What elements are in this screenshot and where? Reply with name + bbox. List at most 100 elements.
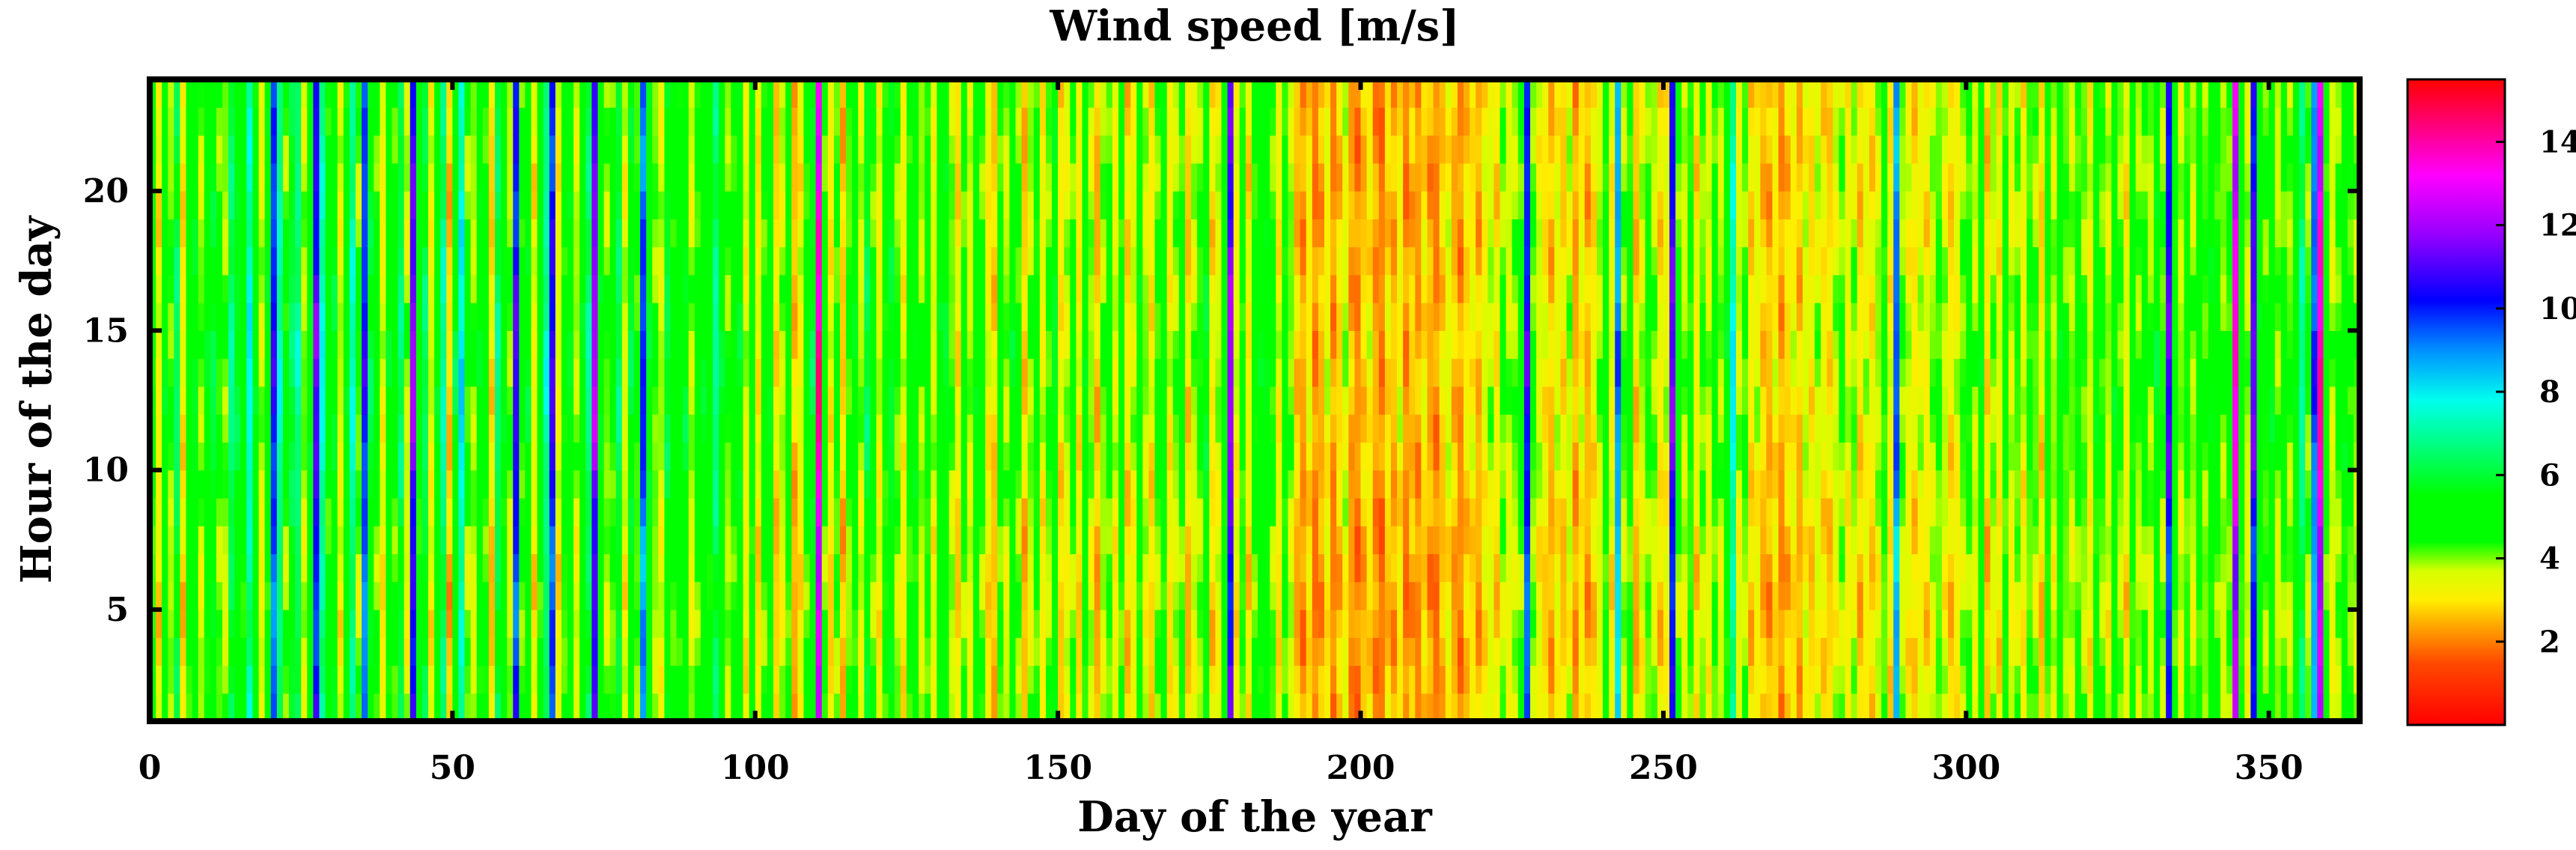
heatmap-cell: [1342, 219, 1349, 248]
heatmap-cell: [1009, 386, 1017, 415]
heatmap-cell: [258, 358, 266, 387]
heatmap-cell: [1251, 386, 1258, 415]
heatmap-cell: [1033, 274, 1041, 303]
heatmap-cell: [452, 442, 460, 471]
heatmap-cell: [1264, 442, 1270, 471]
heatmap-cell: [779, 163, 786, 192]
heatmap-cell: [864, 163, 871, 192]
heatmap-cell: [561, 637, 568, 667]
heatmap-cell: [919, 163, 925, 192]
heatmap-cell: [476, 414, 484, 443]
heatmap-cell: [737, 135, 744, 164]
heatmap-cell: [264, 191, 272, 219]
heatmap-cell: [1384, 497, 1392, 526]
heatmap-cell: [731, 274, 738, 303]
heatmap-cell: [1324, 303, 1331, 331]
heatmap-cell: [1045, 191, 1053, 219]
heatmap-cell: [488, 107, 496, 136]
heatmap-cell: [785, 581, 792, 610]
heatmap-cell: [1027, 637, 1035, 667]
heatmap-cell: [270, 526, 278, 555]
heatmap-cell: [1445, 330, 1452, 359]
heatmap-cell: [707, 581, 713, 610]
heatmap-cell: [386, 79, 393, 108]
heatmap-cell: [1227, 219, 1234, 248]
heatmap-cell: [943, 274, 950, 303]
heatmap-cell: [900, 79, 907, 108]
heatmap-cell: [1203, 386, 1210, 415]
heatmap-cell: [1451, 163, 1458, 192]
heatmap-cell: [700, 553, 707, 583]
heatmap-cell: [1203, 470, 1210, 499]
heatmap-cell: [276, 637, 284, 667]
heatmap-cell: [791, 470, 798, 499]
heatmap-cell: [295, 665, 302, 694]
heatmap-cell: [1166, 163, 1174, 192]
heatmap-cell: [428, 693, 435, 721]
heatmap-cell: [676, 470, 683, 499]
heatmap-cell: [664, 107, 672, 136]
heatmap-cell: [1112, 219, 1119, 248]
heatmap-cell: [270, 163, 278, 192]
heatmap-cell: [1027, 497, 1035, 526]
heatmap-cell: [464, 470, 472, 499]
heatmap-cell: [349, 581, 356, 610]
heatmap-cell: [925, 414, 931, 443]
heatmap-cell: [1045, 246, 1053, 276]
heatmap-cell: [567, 274, 574, 303]
heatmap-cell: [343, 581, 350, 610]
heatmap-cell: [670, 246, 678, 276]
heatmap-cell: [198, 553, 205, 583]
heatmap-cell: [1384, 358, 1392, 387]
heatmap-cell: [846, 497, 853, 526]
heatmap-cell: [1094, 107, 1101, 136]
heatmap-cell: [331, 442, 338, 471]
heatmap-cell: [833, 386, 841, 415]
heatmap-cell: [507, 553, 514, 583]
heatmap-cell: [882, 693, 889, 721]
heatmap-cell: [627, 246, 635, 276]
heatmap-cell: [1282, 303, 1289, 331]
heatmap-cell: [452, 246, 460, 276]
heatmap-cell: [1215, 414, 1222, 443]
heatmap-cell: [1378, 497, 1386, 526]
heatmap-cell: [621, 79, 629, 108]
heatmap-cell: [1251, 442, 1258, 471]
heatmap-cell: [374, 526, 380, 555]
heatmap-cell: [1178, 330, 1186, 359]
heatmap-cell: [1227, 107, 1234, 136]
heatmap-cell: [180, 442, 187, 471]
heatmap-cell: [1209, 553, 1217, 583]
heatmap-cell: [464, 219, 472, 248]
heatmap-cell: [1003, 246, 1011, 276]
heatmap-cell: [1312, 609, 1319, 638]
heatmap-cell: [398, 637, 405, 667]
heatmap-cell: [1403, 246, 1410, 276]
heatmap-cell: [162, 581, 168, 610]
heatmap-cell: [270, 79, 278, 108]
heatmap-cell: [1451, 526, 1458, 555]
heatmap-cell: [1348, 609, 1356, 638]
heatmap-cell: [1178, 609, 1186, 638]
heatmap-cell: [488, 303, 496, 331]
heatmap-cell: [1233, 609, 1240, 638]
heatmap-cell: [1070, 219, 1077, 248]
heatmap-cell: [815, 303, 823, 331]
heatmap-cell: [349, 79, 356, 108]
heatmap-cell: [591, 665, 599, 694]
heatmap-cell: [1015, 414, 1023, 443]
heatmap-cell: [676, 609, 683, 638]
heatmap-cell: [1294, 497, 1301, 526]
heatmap-cell: [440, 79, 447, 108]
heatmap-cell: [1306, 246, 1313, 276]
heatmap-cell: [331, 553, 338, 583]
heatmap-cell: [415, 470, 423, 499]
heatmap-cell: [937, 386, 944, 415]
heatmap-cell: [488, 274, 496, 303]
heatmap-cell: [761, 637, 768, 667]
heatmap-cell: [392, 219, 399, 248]
heatmap-cell: [719, 442, 725, 471]
heatmap-cell: [567, 246, 574, 276]
heatmap-cell: [1336, 163, 1343, 192]
heatmap-cell: [1276, 358, 1282, 387]
